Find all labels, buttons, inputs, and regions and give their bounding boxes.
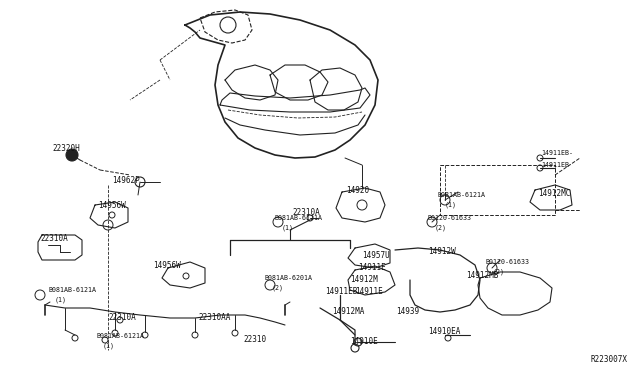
Text: 14912MA: 14912MA (332, 308, 364, 317)
Text: (2): (2) (493, 269, 505, 275)
Text: 14912MB: 14912MB (466, 270, 499, 279)
Text: 14911EB: 14911EB (325, 288, 357, 296)
Text: (2): (2) (272, 285, 284, 291)
Text: 14962P: 14962P (112, 176, 140, 185)
Text: R223007X: R223007X (591, 356, 628, 365)
Text: (1): (1) (445, 202, 457, 208)
Text: (1): (1) (55, 297, 67, 303)
Text: 14957U: 14957U (362, 250, 390, 260)
Text: 22310A: 22310A (108, 314, 136, 323)
Text: 22310: 22310 (243, 336, 266, 344)
Circle shape (66, 149, 78, 161)
Text: 22310AA: 22310AA (198, 314, 230, 323)
Text: 22310A: 22310A (292, 208, 320, 217)
Text: B0120-61633: B0120-61633 (428, 215, 472, 221)
Text: 22310A: 22310A (40, 234, 68, 243)
Text: 14911EB-: 14911EB- (541, 150, 573, 156)
Text: 14910EA: 14910EA (428, 327, 460, 337)
Text: 14920: 14920 (346, 186, 369, 195)
Text: (1): (1) (282, 225, 294, 231)
Text: 14910E: 14910E (350, 337, 378, 346)
Text: 14911E: 14911E (358, 263, 386, 273)
Text: B081AB-6121A: B081AB-6121A (438, 192, 486, 198)
Text: B081AB-6121A: B081AB-6121A (275, 215, 323, 221)
Text: B0120-61633: B0120-61633 (486, 259, 530, 265)
Text: 14912M: 14912M (350, 276, 378, 285)
Text: 14911E: 14911E (355, 288, 383, 296)
Text: (1): (1) (103, 343, 115, 349)
Text: 14911EB: 14911EB (541, 162, 569, 168)
Text: B081AB-6201A: B081AB-6201A (265, 275, 313, 281)
Text: 14912MC: 14912MC (538, 189, 570, 198)
Text: 22320H: 22320H (52, 144, 80, 153)
Text: B081AB-6121A: B081AB-6121A (48, 287, 96, 293)
Text: (2): (2) (435, 225, 447, 231)
Text: B081AB-6121A: B081AB-6121A (96, 333, 144, 339)
Text: 14956W: 14956W (153, 260, 180, 269)
Text: 14939: 14939 (396, 308, 419, 317)
Text: 14956W: 14956W (98, 201, 125, 209)
Text: 14912W: 14912W (428, 247, 456, 257)
